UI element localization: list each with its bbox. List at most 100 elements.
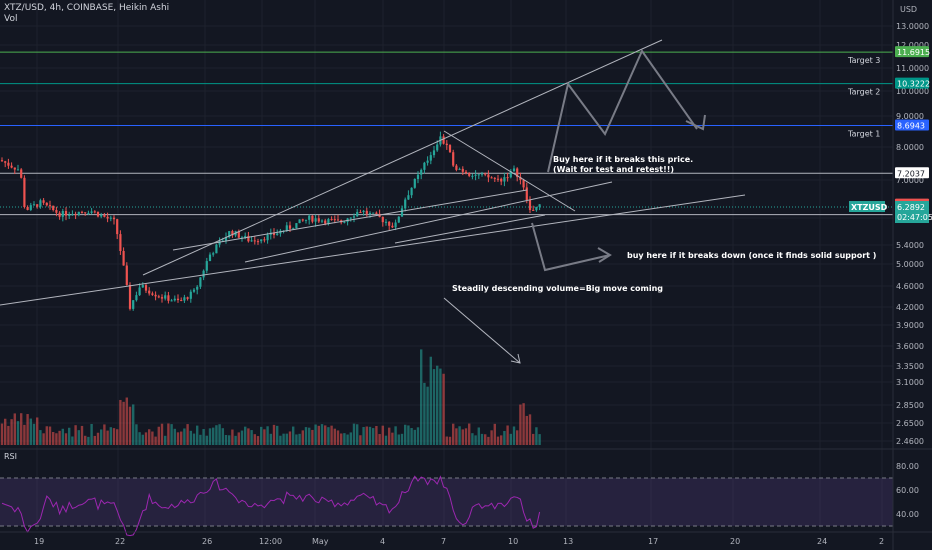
- candle-body: [42, 200, 45, 203]
- price-badge-bg: [895, 46, 929, 58]
- volume-bar: [288, 431, 292, 445]
- candle-body: [535, 206, 538, 211]
- volume-bar: [122, 401, 125, 445]
- volume-bar: [100, 429, 103, 445]
- volume-bar: [442, 373, 445, 445]
- volume-bar: [397, 434, 400, 445]
- candle-body: [231, 231, 234, 236]
- y-tick-label: 11.0000: [896, 64, 929, 73]
- candle-body: [23, 177, 26, 207]
- volume-bar: [279, 435, 282, 445]
- volume-bar: [343, 433, 346, 445]
- volume-bar: [384, 435, 388, 445]
- volume-bar: [71, 436, 74, 445]
- candle-body: [436, 144, 439, 151]
- candle-body: [112, 217, 116, 220]
- candle-body: [295, 223, 298, 229]
- volume-bar: [20, 413, 23, 445]
- volume-bar: [378, 434, 381, 445]
- volume-bar: [26, 414, 29, 445]
- volume-bar: [512, 426, 516, 445]
- volume-bar: [0, 423, 4, 445]
- volume-bar: [58, 430, 61, 445]
- arrow-head-down: [597, 247, 612, 263]
- candle-body: [410, 187, 413, 196]
- volume-bar: [426, 386, 429, 445]
- volume-bar: [180, 431, 183, 445]
- candle-body: [250, 240, 253, 242]
- current-symbol-badge: XTZUSD: [851, 203, 888, 212]
- volume-bar: [170, 424, 173, 445]
- candle-body: [93, 211, 96, 213]
- volume-bar: [416, 427, 420, 445]
- volume-bar: [324, 425, 327, 445]
- candle-body: [292, 228, 295, 230]
- candle-body: [125, 265, 128, 285]
- volume-bar: [215, 425, 218, 445]
- candle-body: [196, 286, 199, 290]
- chart-title: XTZ/USD, 4h, COINBASE, Heikin Ashi: [4, 3, 170, 13]
- candle-body: [276, 233, 279, 235]
- volume-bar: [80, 425, 84, 445]
- x-tick-label: 24: [817, 537, 827, 546]
- volume-bar: [240, 430, 244, 445]
- volume-bar: [458, 426, 461, 445]
- candle-body: [253, 240, 256, 242]
- candle-body: [164, 295, 167, 299]
- candle-body: [272, 232, 276, 235]
- volume-bars: [0, 349, 541, 445]
- volume-bar: [368, 426, 372, 445]
- candle-body: [256, 241, 260, 243]
- volume-bar: [10, 419, 13, 445]
- volume-bar: [224, 434, 228, 445]
- volume-bar: [119, 399, 122, 445]
- candle-body: [522, 179, 525, 188]
- x-tick-label: 20: [730, 537, 740, 546]
- candle-body: [445, 143, 448, 146]
- volume-bar: [77, 430, 80, 445]
- candle-body: [477, 174, 480, 176]
- volume-bar: [7, 425, 10, 445]
- candle-body: [496, 178, 500, 180]
- candle-body: [455, 165, 458, 170]
- candle-body: [432, 150, 436, 156]
- candle-body: [52, 205, 55, 211]
- candle-body: [96, 211, 100, 217]
- volume-bar: [196, 425, 199, 445]
- candle-body: [375, 212, 378, 214]
- candle-body: [202, 270, 205, 278]
- volume-bar: [16, 421, 20, 445]
- volume-bar: [106, 430, 109, 445]
- candle-body: [160, 297, 164, 299]
- volume-bar: [116, 429, 119, 445]
- volume-bar: [487, 436, 490, 445]
- rsi-band: [0, 478, 893, 526]
- volume-bar: [359, 435, 362, 445]
- y-tick-label: 9.0000: [896, 112, 924, 121]
- volume-bar: [525, 415, 528, 445]
- volume-bar: [231, 429, 234, 445]
- volume-bar: [333, 428, 336, 445]
- candle-body: [368, 212, 372, 214]
- volume-bar: [218, 424, 221, 445]
- volume-bar: [349, 432, 352, 445]
- candle-body: [365, 210, 368, 214]
- candle-body: [471, 175, 474, 177]
- rsi-tick-label: 80.00: [896, 462, 919, 471]
- candle-body: [516, 168, 519, 178]
- rsi-tick-label: 60.00: [896, 486, 919, 495]
- volume-bar: [272, 424, 276, 445]
- candle-body: [532, 209, 535, 211]
- volume-indicator-label[interactable]: Vol: [4, 14, 18, 24]
- candle-body: [288, 225, 292, 229]
- candle-body: [16, 169, 20, 171]
- candle-body: [372, 212, 375, 214]
- candle-body: [7, 162, 10, 166]
- price-badge-bg: [895, 167, 929, 179]
- y-tick-label: 3.1000: [896, 378, 924, 387]
- trend-line: [443, 130, 576, 212]
- volume-arrow-head: [510, 353, 521, 364]
- candle-body: [490, 177, 493, 179]
- volume-bar: [455, 428, 458, 445]
